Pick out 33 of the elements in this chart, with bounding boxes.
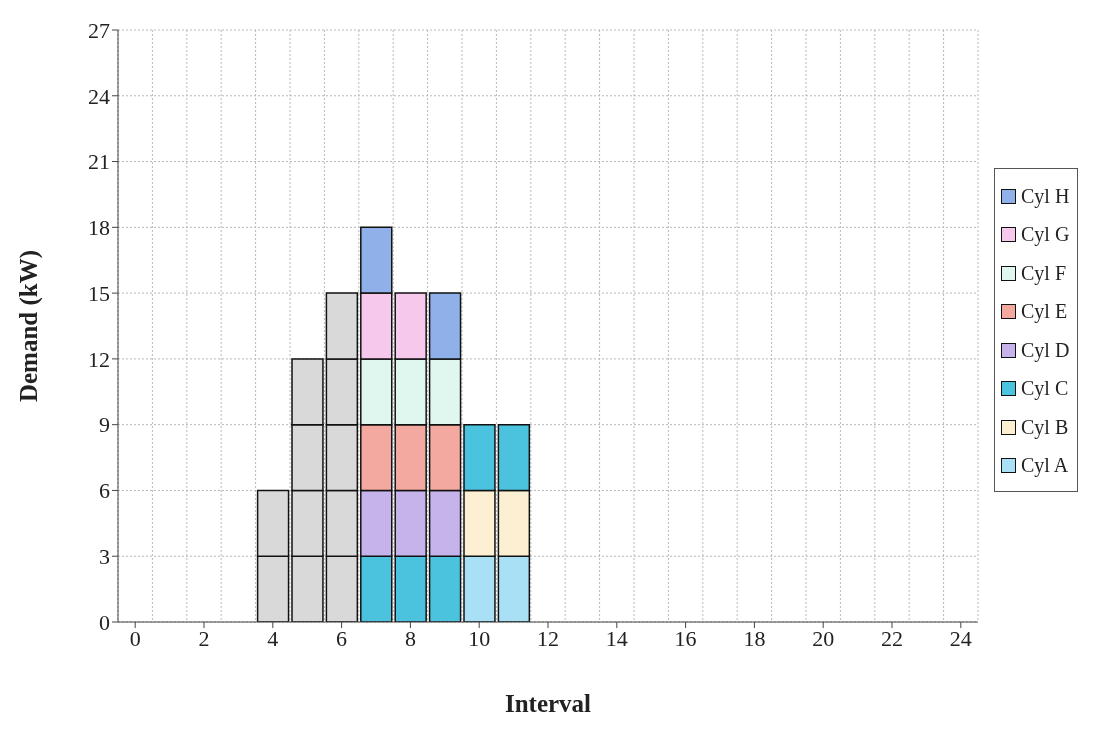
x-tick-label: 20 [812,625,835,651]
x-tick-label: 6 [336,625,348,651]
x-tick-label: 2 [198,625,210,651]
x-tick-label: 4 [267,625,279,651]
y-tick-label: 9 [99,412,110,438]
legend-label: Cyl G [1021,223,1070,247]
legend-label: Cyl E [1021,300,1068,324]
y-tick-label: 0 [99,609,110,635]
legend-label: Cyl H [1021,184,1070,208]
x-tick-label: 12 [537,625,559,651]
x-axis-title: Interval [504,690,592,717]
y-tick-label: 12 [88,346,110,372]
legend-label: Cyl C [1021,377,1069,401]
y-tick-label: 3 [99,544,110,570]
legend-label: Cyl B [1021,415,1069,439]
y-axis-title: Demand (kW) [14,249,43,403]
x-tick-label: 0 [129,625,141,651]
x-tick-label: 8 [404,625,416,651]
x-tick-label: 24 [949,625,972,651]
y-tick-label: 15 [88,280,110,306]
y-tick-label: 6 [99,478,110,504]
y-tick-label: 21 [88,149,110,175]
legend-label: Cyl F [1021,261,1067,285]
x-tick-label: 16 [674,625,697,651]
y-tick-label: 27 [88,17,110,43]
legend-label: Cyl D [1021,338,1070,362]
x-tick-label: 22 [881,625,903,651]
y-tick-label: 24 [88,83,110,109]
legend-label: Cyl A [1021,454,1069,478]
x-tick-label: 18 [743,625,766,651]
x-tick-label: 10 [468,625,491,651]
x-tick-label: 14 [605,625,628,651]
y-tick-label: 18 [88,215,110,241]
